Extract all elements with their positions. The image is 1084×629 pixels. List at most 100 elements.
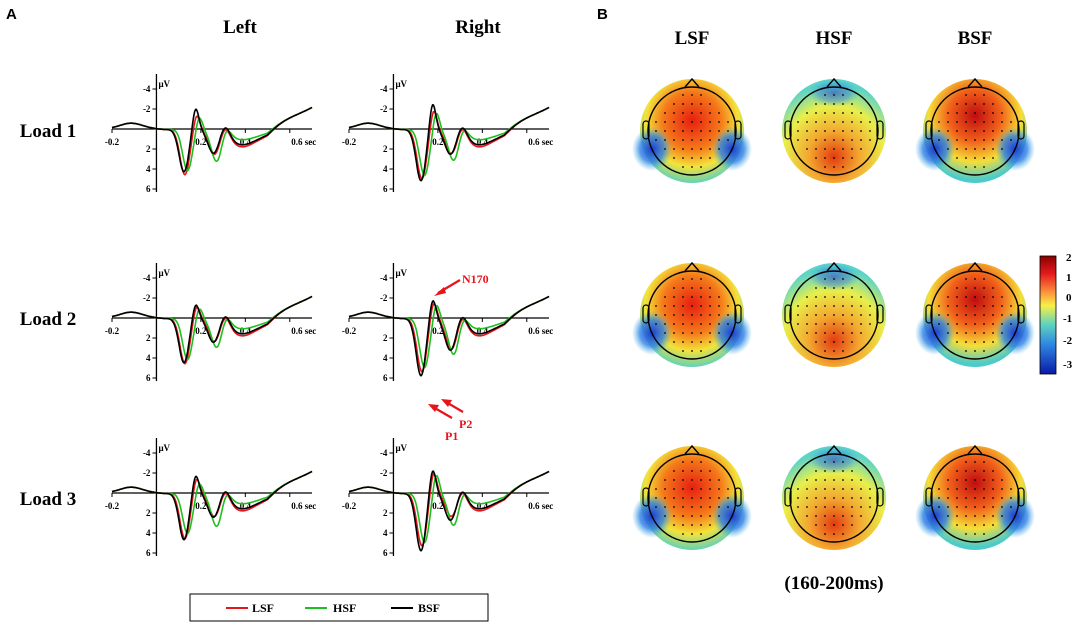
electrode <box>709 524 711 526</box>
colorbar-tick-m2: -2 <box>1063 335 1073 347</box>
colorbar-tick-0: 0 <box>1066 292 1072 304</box>
x-tick-label: -0.2 <box>342 326 357 336</box>
electrode <box>992 497 994 499</box>
electrode <box>691 332 693 334</box>
electrode <box>727 139 729 141</box>
topo-ear-right <box>876 120 884 140</box>
electrode <box>727 488 729 490</box>
electrode <box>947 296 949 298</box>
electrode <box>974 479 976 481</box>
x-tick-label: 0.6 sec <box>291 137 316 147</box>
electrode <box>860 479 862 481</box>
topo-negative-front <box>808 79 860 107</box>
electrode <box>947 314 949 316</box>
electrode <box>815 148 817 150</box>
colorbar-tick-1: 1 <box>1066 272 1072 284</box>
electrode <box>992 506 994 508</box>
electrode <box>974 139 976 141</box>
electrode <box>824 479 826 481</box>
electrode <box>806 121 808 123</box>
electrode <box>673 121 675 123</box>
electrode <box>860 332 862 334</box>
electrode <box>691 166 693 168</box>
electrode <box>700 350 702 352</box>
electrode <box>673 139 675 141</box>
electrode <box>833 515 835 517</box>
electrode <box>974 488 976 490</box>
electrode <box>691 323 693 325</box>
electrode <box>992 157 994 159</box>
electrode <box>806 488 808 490</box>
electrode <box>992 121 994 123</box>
x-tick-label: 0.2 <box>195 137 207 147</box>
electrode <box>938 139 940 141</box>
electrode <box>974 506 976 508</box>
topo-nose <box>967 77 983 88</box>
electrode <box>806 497 808 499</box>
series-line-bsf <box>348 470 550 552</box>
electrode <box>842 470 844 472</box>
electrode <box>691 139 693 141</box>
electrode <box>974 533 976 535</box>
electrode <box>797 305 799 307</box>
electrode <box>700 533 702 535</box>
electrode <box>947 479 949 481</box>
electrode <box>664 323 666 325</box>
electrode <box>956 488 958 490</box>
x-tick-label: -0.2 <box>105 137 120 147</box>
y-tick-label: 4 <box>146 528 151 538</box>
electrode <box>700 332 702 334</box>
electrode <box>833 94 835 96</box>
electrode <box>1001 121 1003 123</box>
electrode <box>824 103 826 105</box>
y-tick-label: 6 <box>146 184 151 194</box>
x-tick-label: 0.2 <box>432 137 444 147</box>
y-tick-label: -2 <box>143 293 151 303</box>
electrode <box>718 515 720 517</box>
electrode <box>974 332 976 334</box>
electrode <box>965 130 967 132</box>
electrode <box>842 506 844 508</box>
electrode <box>691 515 693 517</box>
electrode <box>673 497 675 499</box>
topo-head-r1-lsf <box>632 77 752 183</box>
electrode <box>965 515 967 517</box>
electrode <box>851 139 853 141</box>
y-tick-label: 2 <box>146 144 151 154</box>
electrode <box>851 341 853 343</box>
electrode <box>664 112 666 114</box>
electrode <box>700 287 702 289</box>
y-unit-label: μV <box>395 443 407 453</box>
electrode <box>673 323 675 325</box>
electrode <box>833 305 835 307</box>
electrode <box>860 488 862 490</box>
electrode <box>983 157 985 159</box>
y-tick-label: -2 <box>143 468 151 478</box>
electrode <box>824 470 826 472</box>
electrode <box>797 314 799 316</box>
electrode <box>664 296 666 298</box>
electrode <box>992 479 994 481</box>
electrode <box>815 479 817 481</box>
electrode <box>842 461 844 463</box>
y-tick-label: 6 <box>146 373 151 383</box>
electrode <box>983 148 985 150</box>
electrode <box>664 506 666 508</box>
electrode <box>842 287 844 289</box>
x-tick-label: 0.2 <box>195 501 207 511</box>
y-unit-label: μV <box>395 79 407 89</box>
electrode <box>700 296 702 298</box>
electrode <box>842 148 844 150</box>
y-unit-label: μV <box>395 268 407 278</box>
electrode <box>700 130 702 132</box>
n170-arrowhead <box>434 287 446 296</box>
electrode <box>869 323 871 325</box>
electrode <box>709 148 711 150</box>
electrode <box>691 497 693 499</box>
electrode <box>709 323 711 325</box>
erp-plot-load2-left: -4 -2 2 4 6 μV -0.2 0.2 0.4 0.6 sec <box>105 263 316 383</box>
electrode <box>815 305 817 307</box>
legend: LSF HSF BSF <box>189 593 489 622</box>
electrode <box>797 506 799 508</box>
electrode <box>1010 139 1012 141</box>
